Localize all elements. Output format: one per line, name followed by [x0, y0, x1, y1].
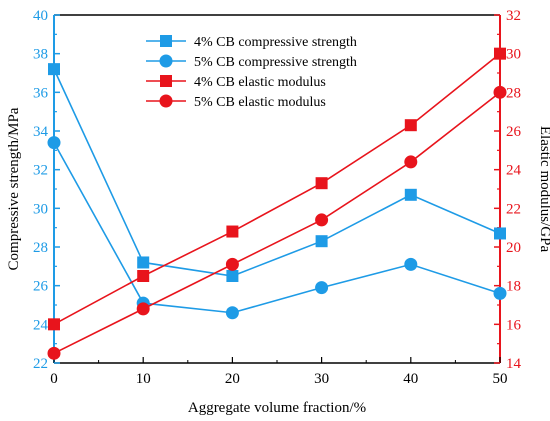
y-right-tick-label: 26 [506, 124, 522, 140]
series-3-point [226, 225, 239, 238]
y-right-tick-label: 28 [506, 85, 521, 101]
x-axis-title: Aggregate volume fraction/% [188, 400, 366, 416]
series-4-point [225, 257, 239, 271]
y-right-tick-label: 22 [506, 201, 521, 217]
legend-marker [160, 75, 172, 87]
y-left-tick-label: 26 [33, 279, 49, 295]
x-tick-label: 30 [314, 371, 329, 387]
series-3-point [315, 177, 328, 190]
x-tick-label: 40 [403, 371, 418, 387]
legend-entry: 4% CB elastic modulus [194, 75, 326, 90]
series-1-point [315, 235, 328, 248]
y-left-tick-label: 30 [33, 201, 48, 217]
series-line-4 [53, 91, 501, 355]
y-right-tick-label: 18 [506, 279, 521, 295]
legend-marker [159, 94, 173, 108]
series-3-point [48, 318, 60, 331]
legend-entry: 5% CB elastic modulus [194, 95, 326, 110]
y-right-axis-title: Elastic modulus/GPa [537, 126, 550, 253]
legend-marker [159, 54, 173, 68]
series-line-3 [53, 53, 501, 326]
y-left-tick-label: 34 [33, 124, 49, 140]
series-4-point [136, 302, 150, 316]
y-right-tick-label: 20 [506, 240, 521, 256]
series-3-point [404, 119, 417, 132]
plot-area: 0 10 20 30 40 50 22 24 26 28 30 32 34 36 38 40 14 16 18 20 2… [6, 8, 550, 416]
x-tick-label: 0 [50, 371, 58, 387]
series-1-point [494, 227, 506, 240]
series-4-point [315, 213, 329, 227]
series-1-point [404, 188, 417, 201]
y-right-tick-label: 30 [506, 47, 521, 63]
y-left-tick-label: 28 [33, 240, 48, 256]
y-right-tick-label: 32 [506, 8, 521, 24]
legend-entry: 4% CB compressive strength [194, 35, 357, 50]
series-2-point [225, 306, 239, 320]
legend-marker [160, 35, 172, 47]
x-tick-label: 10 [136, 371, 151, 387]
legend-entry: 5% CB compressive strength [194, 55, 357, 70]
y-right-tick-label: 24 [506, 163, 522, 179]
series-line-1 [53, 68, 501, 277]
y-left-tick-label: 38 [33, 47, 48, 63]
series-4-point [47, 346, 61, 360]
series-3-point [494, 47, 506, 60]
y-left-tick-label: 40 [33, 8, 48, 24]
series-2-point [315, 281, 329, 295]
y-right-tick-label: 16 [506, 317, 522, 333]
series-1-point [226, 270, 239, 282]
series-3-point [137, 270, 150, 282]
y-left-axis-title: Compressive strength/MPa [6, 107, 22, 270]
series-1-point [137, 256, 150, 269]
x-tick-label: 20 [225, 371, 240, 387]
series-4-point [493, 85, 507, 99]
y-left-tick-label: 24 [33, 317, 49, 333]
y-left-tick-label: 36 [33, 85, 49, 101]
y-left-tick-label: 22 [33, 356, 48, 372]
series-2-point [47, 136, 61, 150]
series-4-point [404, 155, 418, 169]
series-1-point [48, 63, 60, 76]
y-right-tick-label: 14 [506, 356, 522, 372]
series-2-point [404, 257, 418, 271]
y-left-tick-label: 32 [33, 163, 48, 179]
series-line-2 [53, 142, 501, 314]
x-tick-label: 50 [493, 371, 508, 387]
series-2-point [493, 286, 507, 300]
